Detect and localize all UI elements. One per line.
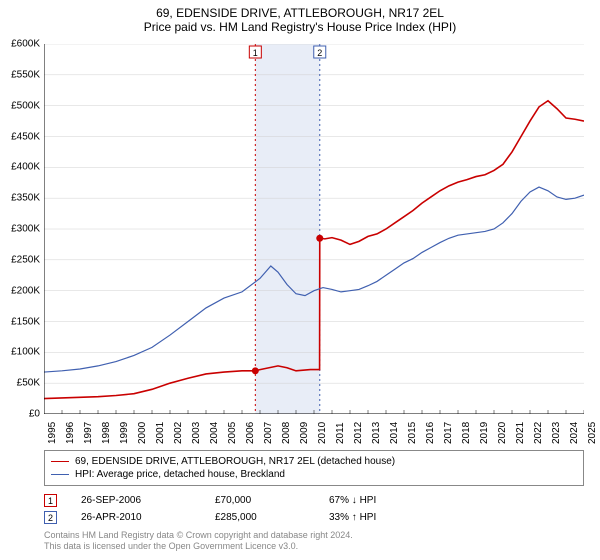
y-axis-label: £250K — [0, 254, 40, 265]
transaction-change: 33% ↑ HPI — [329, 512, 429, 523]
legend-label: 69, EDENSIDE DRIVE, ATTLEBOROUGH, NR17 2… — [75, 456, 395, 467]
x-axis-label: 2001 — [155, 422, 166, 444]
x-axis-label: 2022 — [533, 422, 544, 444]
x-axis-label: 1995 — [47, 422, 58, 444]
transaction-change: 67% ↓ HPI — [329, 495, 429, 506]
chart-title-line2: Price paid vs. HM Land Registry's House … — [0, 20, 600, 34]
transaction-row: 1 26-SEP-2006 £70,000 67% ↓ HPI — [44, 492, 584, 509]
x-axis-label: 1998 — [101, 422, 112, 444]
legend-swatch — [51, 461, 69, 462]
x-axis-label: 2010 — [317, 422, 328, 444]
chart-area: 12 £0£50K£100K£150K£200K£250K£300K£350K£… — [44, 44, 584, 414]
y-axis-label: £500K — [0, 100, 40, 111]
x-axis-label: 2025 — [587, 422, 598, 444]
legend: 69, EDENSIDE DRIVE, ATTLEBOROUGH, NR17 2… — [44, 450, 584, 486]
footer-line: Contains HM Land Registry data © Crown c… — [44, 530, 584, 541]
chart-title-line1: 69, EDENSIDE DRIVE, ATTLEBOROUGH, NR17 2… — [0, 6, 600, 20]
footer-line: This data is licensed under the Open Gov… — [44, 541, 584, 552]
x-axis-label: 2018 — [461, 422, 472, 444]
y-axis-label: £550K — [0, 69, 40, 80]
y-axis-label: £50K — [0, 378, 40, 389]
price-chart-svg: 12 — [44, 44, 584, 414]
x-axis-label: 1997 — [83, 422, 94, 444]
y-axis-label: £300K — [0, 224, 40, 235]
y-axis-label: £100K — [0, 347, 40, 358]
chart-title: 69, EDENSIDE DRIVE, ATTLEBOROUGH, NR17 2… — [0, 0, 600, 35]
x-axis-label: 2020 — [497, 422, 508, 444]
x-axis-label: 2015 — [407, 422, 418, 444]
y-axis-label: £0 — [0, 409, 40, 420]
transaction-row: 2 26-APR-2010 £285,000 33% ↑ HPI — [44, 509, 584, 526]
transaction-date: 26-SEP-2006 — [81, 495, 191, 506]
x-axis-label: 2011 — [335, 422, 346, 444]
transaction-price: £70,000 — [215, 495, 305, 506]
y-axis-label: £450K — [0, 131, 40, 142]
svg-text:2: 2 — [317, 48, 322, 58]
svg-text:1: 1 — [253, 48, 258, 58]
y-axis-label: £600K — [0, 39, 40, 50]
y-axis-label: £400K — [0, 162, 40, 173]
legend-label: HPI: Average price, detached house, Brec… — [75, 469, 285, 480]
x-axis-label: 2004 — [209, 422, 220, 444]
x-axis-label: 2016 — [425, 422, 436, 444]
x-axis-label: 2021 — [515, 422, 526, 444]
x-axis-label: 2008 — [281, 422, 292, 444]
x-axis-label: 2007 — [263, 422, 274, 444]
x-axis-label: 2003 — [191, 422, 202, 444]
x-axis-label: 2002 — [173, 422, 184, 444]
transaction-date: 26-APR-2010 — [81, 512, 191, 523]
x-axis-label: 1999 — [119, 422, 130, 444]
x-axis-label: 1996 — [65, 422, 76, 444]
y-axis-label: £350K — [0, 193, 40, 204]
legend-item: 69, EDENSIDE DRIVE, ATTLEBOROUGH, NR17 2… — [51, 455, 577, 468]
y-axis-label: £150K — [0, 316, 40, 327]
x-axis-label: 2023 — [551, 422, 562, 444]
transaction-marker-icon: 1 — [44, 494, 57, 507]
x-axis-label: 2009 — [299, 422, 310, 444]
x-axis-label: 2005 — [227, 422, 238, 444]
x-axis-label: 2019 — [479, 422, 490, 444]
transactions-table: 1 26-SEP-2006 £70,000 67% ↓ HPI 2 26-APR… — [44, 492, 584, 526]
y-axis-label: £200K — [0, 285, 40, 296]
x-axis-label: 2000 — [137, 422, 148, 444]
legend-item: HPI: Average price, detached house, Brec… — [51, 468, 577, 481]
x-axis-label: 2006 — [245, 422, 256, 444]
x-axis-label: 2012 — [353, 422, 364, 444]
legend-swatch — [51, 474, 69, 475]
x-axis-label: 2013 — [371, 422, 382, 444]
footer-attribution: Contains HM Land Registry data © Crown c… — [44, 530, 584, 552]
transaction-marker-icon: 2 — [44, 511, 57, 524]
x-axis-label: 2024 — [569, 422, 580, 444]
transaction-price: £285,000 — [215, 512, 305, 523]
x-axis-label: 2014 — [389, 422, 400, 444]
x-axis-label: 2017 — [443, 422, 454, 444]
